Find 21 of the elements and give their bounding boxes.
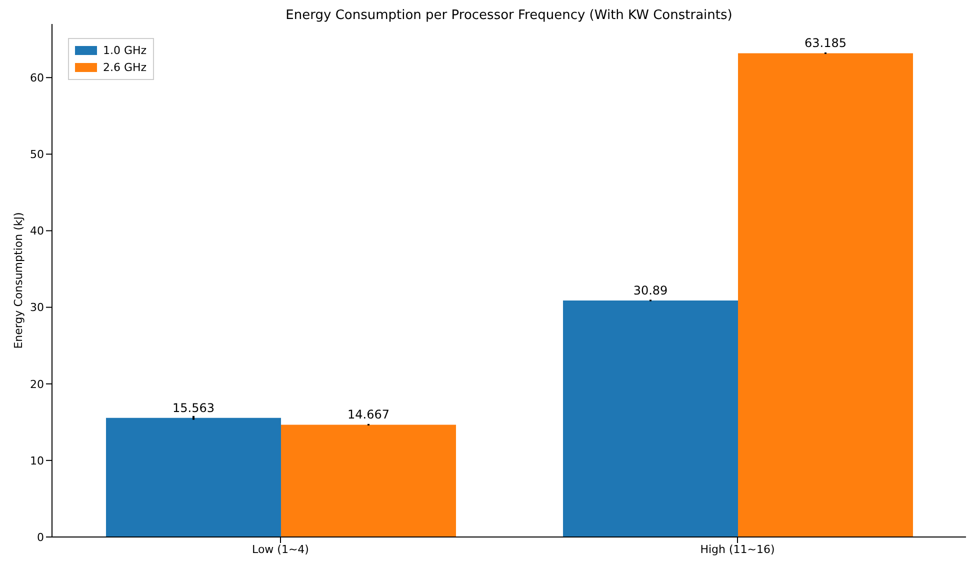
y-tick-label: 50 <box>30 148 44 162</box>
legend-label: 1.0 GHz <box>103 43 147 59</box>
bar <box>281 424 456 537</box>
y-tick-label: 20 <box>30 378 44 391</box>
x-tick-label: High (11~16) <box>700 542 775 556</box>
data-label: 63.185 <box>804 36 846 50</box>
y-axis-title: Energy Consumption (kJ) <box>12 212 25 349</box>
data-label: 14.667 <box>348 408 390 422</box>
chart-title: Energy Consumption per Processor Frequency (With KW Constraints) <box>284 8 734 23</box>
data-label: 30.89 <box>633 283 668 298</box>
x-tick-label: Low (1~4) <box>252 542 309 556</box>
y-tick-label: 40 <box>30 224 44 238</box>
bar <box>106 418 281 537</box>
data-label: 15.563 <box>172 400 214 415</box>
y-tick-label: 10 <box>30 454 44 468</box>
y-tick-label: 60 <box>30 72 44 84</box>
bar <box>563 300 738 537</box>
y-tick-label: 0 <box>37 530 44 544</box>
legend-label: 2.6 GHz <box>103 60 147 76</box>
y-tick-label: 30 <box>30 301 44 314</box>
bar <box>738 53 913 537</box>
